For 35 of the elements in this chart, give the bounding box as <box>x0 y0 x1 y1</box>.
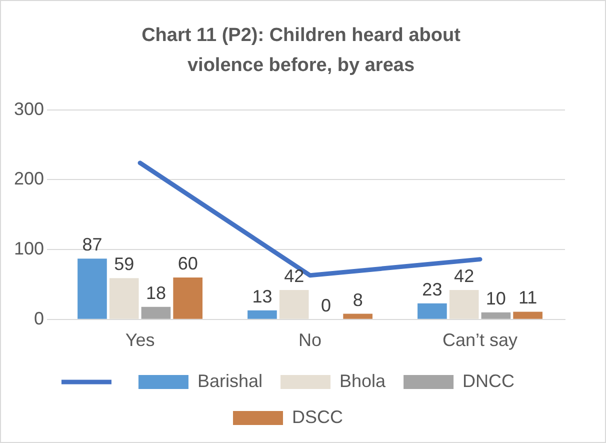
bar <box>109 278 139 319</box>
y-tick-label: 100 <box>14 238 44 258</box>
bar <box>418 303 447 319</box>
data-label: 42 <box>454 266 474 286</box>
data-label: 23 <box>422 279 442 300</box>
x-tick-label: Yes <box>125 330 155 350</box>
legend-label: Bhola <box>340 370 387 391</box>
bar <box>481 312 511 319</box>
data-label: 18 <box>146 282 166 303</box>
data-label: 0 <box>320 295 331 316</box>
chart-title: Chart 11 (P2): Children heard about violence before, by areas <box>140 24 462 78</box>
data-label: 60 <box>178 253 198 274</box>
bar <box>279 290 309 319</box>
data-label: 11 <box>518 288 538 308</box>
data-label: 59 <box>114 254 134 274</box>
bar <box>248 310 277 319</box>
bar <box>343 314 372 319</box>
y-tick-label: 0 <box>34 308 44 328</box>
bar <box>449 290 479 319</box>
bar <box>513 312 542 319</box>
bar <box>173 277 202 319</box>
data-label: 8 <box>352 290 363 310</box>
y-tick-label: 200 <box>14 168 44 189</box>
x-tick-label: No <box>298 330 322 350</box>
bar <box>78 258 107 319</box>
legend-label: DNCC <box>462 370 515 391</box>
y-tick-label: 300 <box>14 98 44 119</box>
data-label: 87 <box>82 234 102 255</box>
legend-label: Barishal <box>197 370 262 391</box>
x-tick-label: Can’t say <box>442 330 518 350</box>
data-label: 10 <box>486 288 506 308</box>
data-label: 42 <box>284 266 304 286</box>
legend-label: DSCC <box>292 406 344 427</box>
bar <box>141 306 171 319</box>
data-label: 13 <box>252 286 272 306</box>
